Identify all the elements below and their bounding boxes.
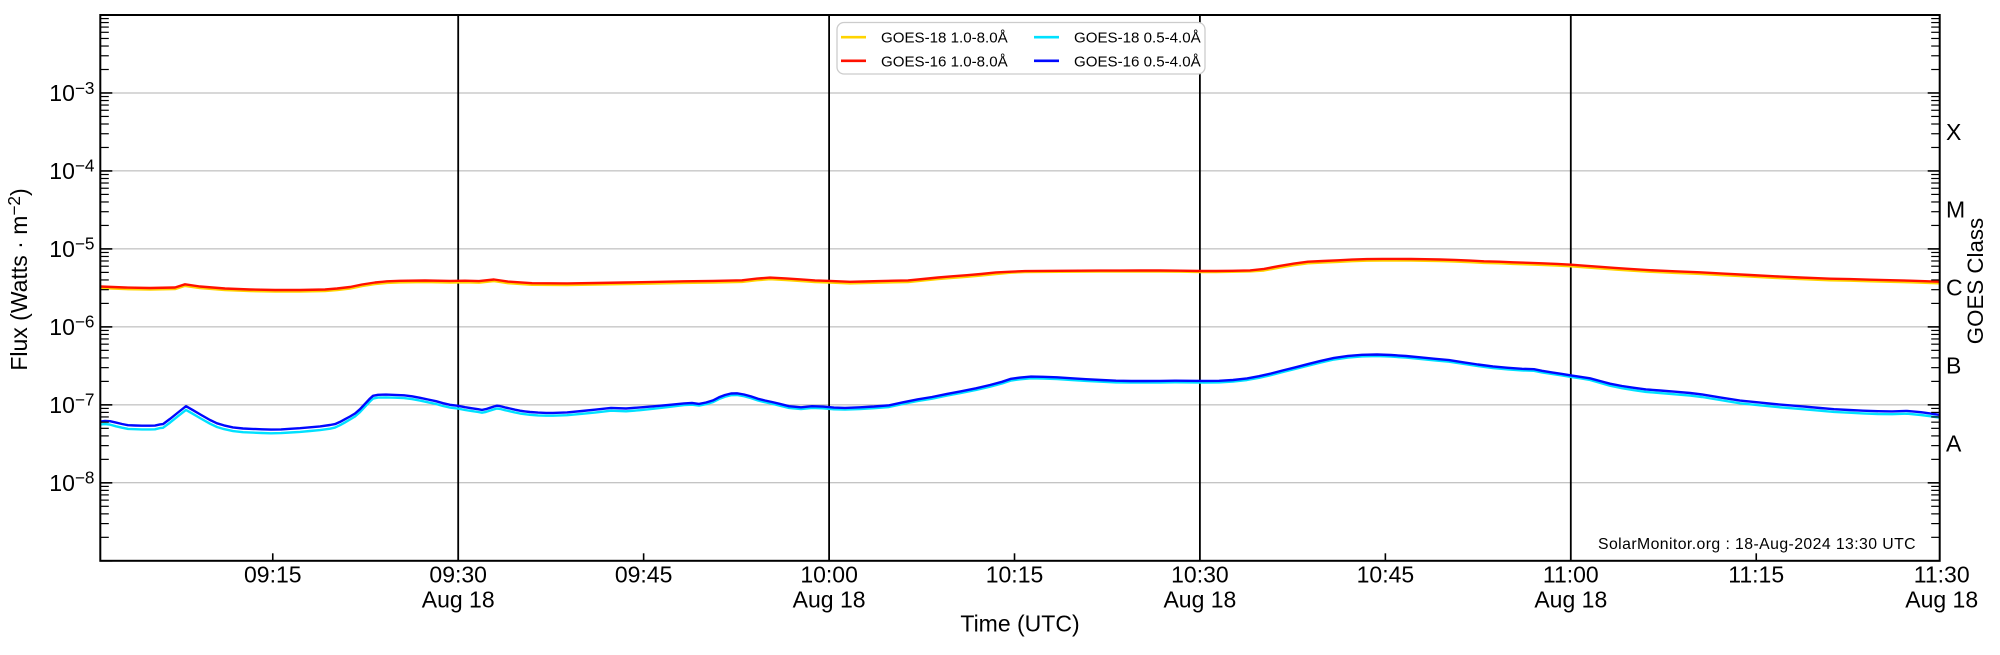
svg-text:10−4: 10−4 xyxy=(49,156,95,184)
svg-text:11:15: 11:15 xyxy=(1728,561,1784,587)
svg-text:Aug 18: Aug 18 xyxy=(1534,586,1607,612)
svg-text:10−5: 10−5 xyxy=(49,234,94,262)
svg-text:GOES-18 0.5-4.0Å: GOES-18 0.5-4.0Å xyxy=(1074,30,1202,47)
svg-text:10−6: 10−6 xyxy=(49,312,94,340)
svg-text:11:00: 11:00 xyxy=(1543,561,1599,587)
svg-text:GOES-16 1.0-8.0Å: GOES-16 1.0-8.0Å xyxy=(881,53,1009,70)
svg-text:10−8: 10−8 xyxy=(49,468,94,496)
svg-text:X: X xyxy=(1946,119,1961,145)
svg-text:Aug 18: Aug 18 xyxy=(1163,586,1236,612)
svg-text:M: M xyxy=(1946,197,1965,223)
svg-text:Time (UTC): Time (UTC) xyxy=(960,611,1079,637)
svg-text:09:30: 09:30 xyxy=(429,561,487,587)
svg-text:C: C xyxy=(1946,275,1963,301)
svg-text:GOES Class: GOES Class xyxy=(1963,218,1988,344)
svg-text:A: A xyxy=(1946,431,1962,457)
svg-text:Aug 18: Aug 18 xyxy=(1905,586,1978,612)
svg-text:10:00: 10:00 xyxy=(800,561,858,587)
svg-text:10:15: 10:15 xyxy=(986,561,1044,587)
svg-text:11:30: 11:30 xyxy=(1914,561,1970,587)
svg-text:10:45: 10:45 xyxy=(1357,561,1415,587)
svg-text:GOES-16 0.5-4.0Å: GOES-16 0.5-4.0Å xyxy=(1074,53,1202,70)
svg-text:09:45: 09:45 xyxy=(615,561,673,587)
svg-text:GOES-18 1.0-8.0Å: GOES-18 1.0-8.0Å xyxy=(881,30,1009,47)
svg-text:SolarMonitor.org : 18-Aug-2024: SolarMonitor.org : 18-Aug-2024 13:30 UTC xyxy=(1598,536,1916,553)
svg-text:Aug 18: Aug 18 xyxy=(793,586,866,612)
svg-text:Aug 18: Aug 18 xyxy=(422,586,495,612)
svg-text:10−7: 10−7 xyxy=(49,390,94,418)
svg-text:09:15: 09:15 xyxy=(244,561,302,587)
svg-text:Flux (Watts · m−2): Flux (Watts · m−2) xyxy=(4,188,32,370)
svg-text:10:30: 10:30 xyxy=(1171,561,1229,587)
svg-text:10−3: 10−3 xyxy=(49,78,94,106)
svg-text:B: B xyxy=(1946,353,1961,379)
